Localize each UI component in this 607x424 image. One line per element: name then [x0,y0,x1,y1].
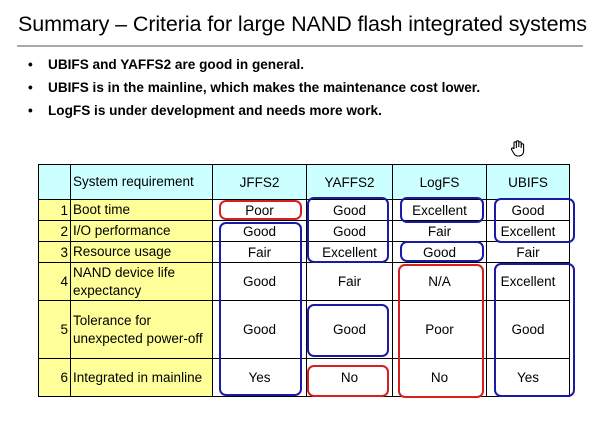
jffs2-cell: Good [212,220,307,242]
bullet-text: UBIFS is in the mainline, which makes th… [48,80,481,95]
yaffs2-cell: Good [306,300,393,359]
ubifs-cell: Good [486,300,570,359]
bullet-item: • LogFS is under development and needs mo… [28,102,480,125]
requirement-cell: Tolerance for unexpected power-off [70,300,213,359]
slide-title: Summary – Criteria for large NAND flash … [18,12,587,36]
header-ubifs: UBIFS [486,164,570,200]
logfs-cell: N/A [392,262,487,301]
yaffs2-cell: Good [306,220,393,242]
jffs2-cell: Poor [212,199,307,221]
requirement-cell: NAND device life expectancy [70,262,213,301]
requirement-cell: Integrated in mainline [70,358,213,397]
bullet-item: • UBIFS is in the mainline, which makes t… [28,79,480,102]
table-row: 6 Integrated in mainline Yes No No Yes [38,358,570,397]
bullet-glyph: • [28,103,33,118]
ubifs-cell: Fair [486,241,570,263]
header-logfs: LogFS [392,164,487,200]
ubifs-cell: Yes [486,358,570,397]
table-row: 4 NAND device life expectancy Good Fair … [38,262,570,301]
requirement-cell: I/O performance [70,220,213,242]
jffs2-cell: Yes [212,358,307,397]
logfs-cell: Fair [392,220,487,242]
bullet-text: LogFS is under development and needs mor… [48,103,382,118]
bullet-glyph: • [28,57,33,72]
yaffs2-cell: No [306,358,393,397]
bullet-glyph: • [28,80,33,95]
requirement-cell: Boot time [70,199,213,221]
logfs-cell: No [392,358,487,397]
table-row: 3 Resource usage Fair Excellent Good Fai… [38,241,570,263]
yaffs2-cell: Excellent [306,241,393,263]
table-header-row: System requirement JFFS2 YAFFS2 LogFS UB… [38,164,570,200]
requirement-cell: Resource usage [70,241,213,263]
yaffs2-cell: Fair [306,262,393,301]
criteria-table: System requirement JFFS2 YAFFS2 LogFS UB… [38,164,570,397]
row-number: 5 [38,300,71,359]
hand-pointer-icon [510,140,525,157]
title-divider [17,45,583,47]
jffs2-cell: Good [212,262,307,301]
ubifs-cell: Good [486,199,570,221]
jffs2-cell: Fair [212,241,307,263]
table-row: 2 I/O performance Good Good Fair Excelle… [38,220,570,242]
bullet-item: • UBIFS and YAFFS2 are good in general. [28,56,480,79]
logfs-cell: Good [392,241,487,263]
row-number: 3 [38,241,71,263]
table-row: 5 Tolerance for unexpected power-off Goo… [38,300,570,359]
header-jffs2: JFFS2 [212,164,307,200]
row-number: 2 [38,220,71,242]
logfs-cell: Excellent [392,199,487,221]
header-yaffs2: YAFFS2 [306,164,393,200]
ubifs-cell: Excellent [486,220,570,242]
jffs2-cell: Good [212,300,307,359]
table-row: 1 Boot time Poor Good Excellent Good [38,199,570,221]
header-blank-cell [38,164,71,200]
header-requirement: System requirement [70,164,213,200]
summary-bullets: • UBIFS and YAFFS2 are good in general. •… [28,56,480,125]
row-number: 6 [38,358,71,397]
row-number: 4 [38,262,71,301]
yaffs2-cell: Good [306,199,393,221]
row-number: 1 [38,199,71,221]
bullet-text: UBIFS and YAFFS2 are good in general. [48,57,305,72]
logfs-cell: Poor [392,300,487,359]
ubifs-cell: Excellent [486,262,570,301]
